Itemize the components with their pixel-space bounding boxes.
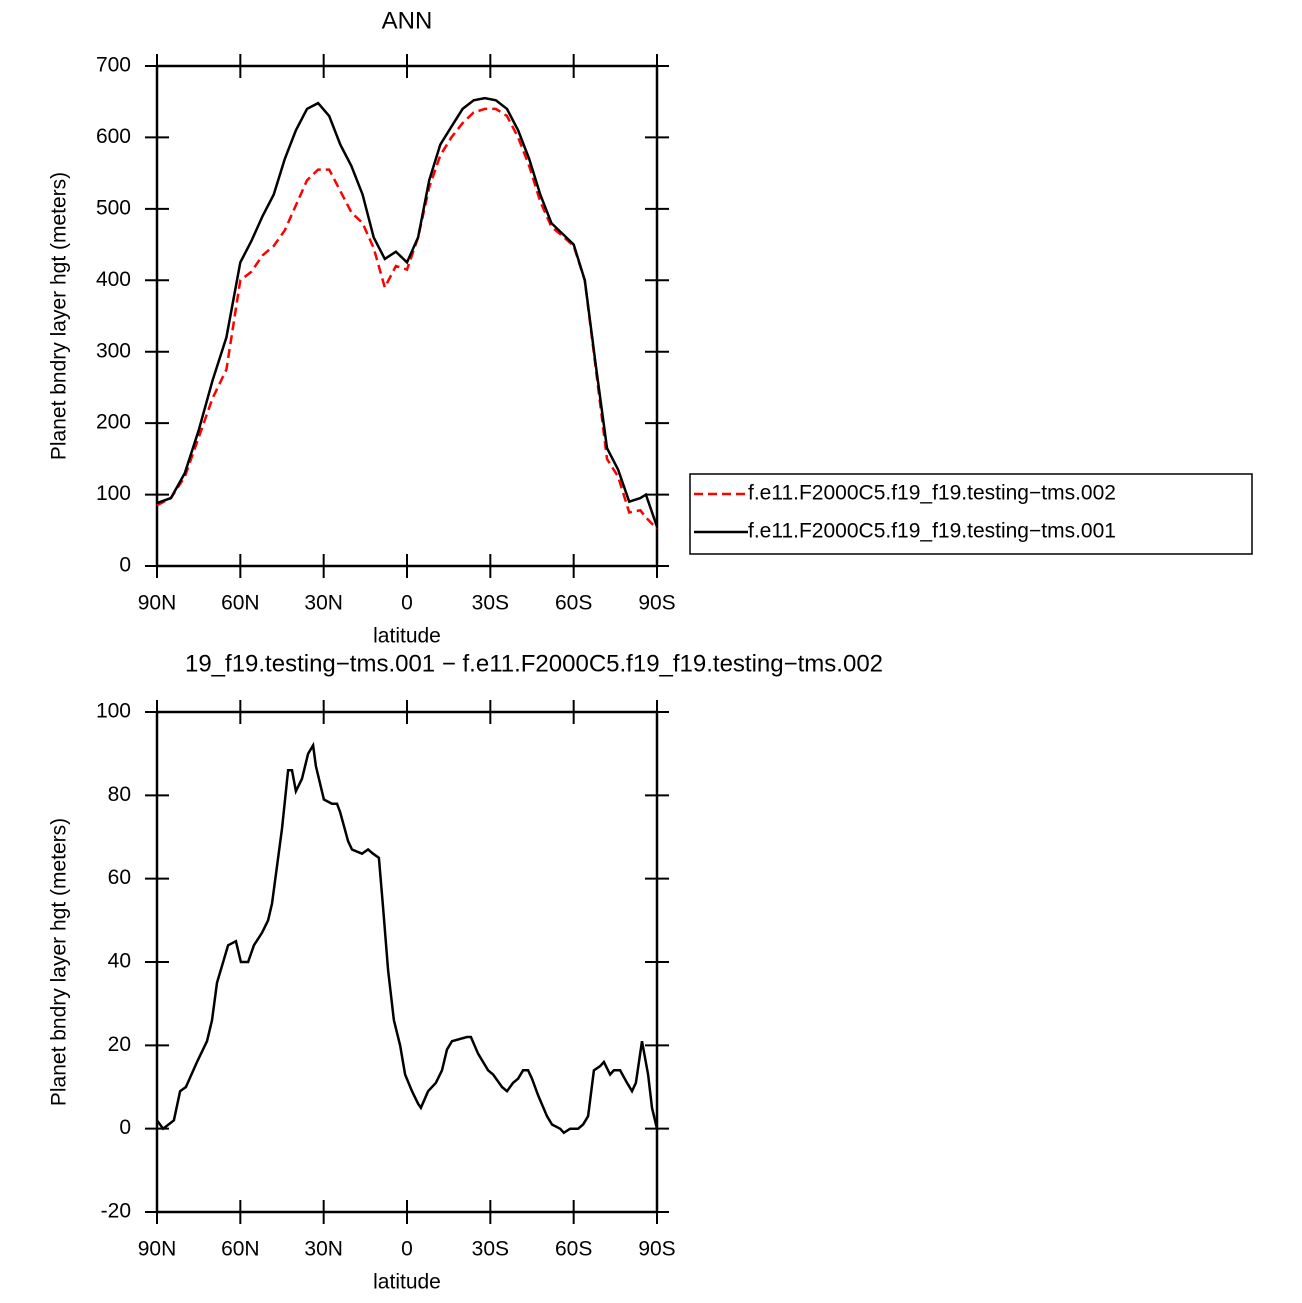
- y-axis-label: Planet bndry layer hgt (meters): [48, 172, 71, 460]
- x-axis-label: latitude: [373, 1271, 441, 1294]
- y-tick-label: 0: [119, 554, 131, 577]
- x-tick-label: 60N: [221, 1238, 260, 1261]
- y-axis-label: Planet bndry layer hgt (meters): [48, 818, 71, 1106]
- legend-label: f.e11.F2000C5.f19_f19.testing−tms.001: [748, 520, 1116, 543]
- chart-title: 19_f19.testing−tms.001 − f.e11.F2000C5.f…: [185, 650, 883, 677]
- x-tick-label: 0: [401, 592, 413, 615]
- x-tick-label: 30N: [304, 592, 343, 615]
- x-tick-label: 90S: [638, 592, 675, 615]
- y-tick-label: 60: [108, 866, 131, 889]
- legend-label: f.e11.F2000C5.f19_f19.testing−tms.002: [748, 482, 1116, 505]
- plot-frame: [155, 710, 659, 1214]
- y-tick-label: 80: [108, 783, 131, 806]
- y-tick-label: 40: [108, 950, 131, 973]
- y-tick-label: 20: [108, 1033, 131, 1056]
- y-tick-label: -20: [101, 1200, 131, 1223]
- y-tick-label: 300: [96, 339, 131, 362]
- y-tick-label: 200: [96, 411, 131, 434]
- series-line: [156, 107, 658, 530]
- y-tick-label: 600: [96, 125, 131, 148]
- series-line: [155, 741, 659, 1135]
- x-tick-label: 90N: [138, 592, 177, 615]
- y-tick-label: 100: [96, 700, 131, 723]
- x-tick-label: 30S: [472, 592, 509, 615]
- x-tick-label: 60S: [555, 592, 592, 615]
- x-tick-label: 30S: [472, 1238, 509, 1261]
- y-tick-label: 500: [96, 196, 131, 219]
- y-tick-label: 700: [96, 54, 131, 77]
- x-tick-label: 30N: [304, 1238, 343, 1261]
- y-tick-label: 100: [96, 482, 131, 505]
- x-tick-label: 90N: [138, 1238, 177, 1261]
- x-tick-label: 0: [401, 1238, 413, 1261]
- chart-title: ANN: [382, 7, 433, 34]
- x-tick-label: 60S: [555, 1238, 592, 1261]
- legend-box: [689, 473, 1253, 555]
- x-tick-label: 90S: [638, 1238, 675, 1261]
- x-axis-label: latitude: [373, 625, 441, 648]
- x-tick-label: 60N: [221, 592, 260, 615]
- series-line: [156, 96, 659, 528]
- plot-frame: [155, 64, 659, 568]
- y-tick-label: 400: [96, 268, 131, 291]
- y-tick-label: 0: [119, 1116, 131, 1139]
